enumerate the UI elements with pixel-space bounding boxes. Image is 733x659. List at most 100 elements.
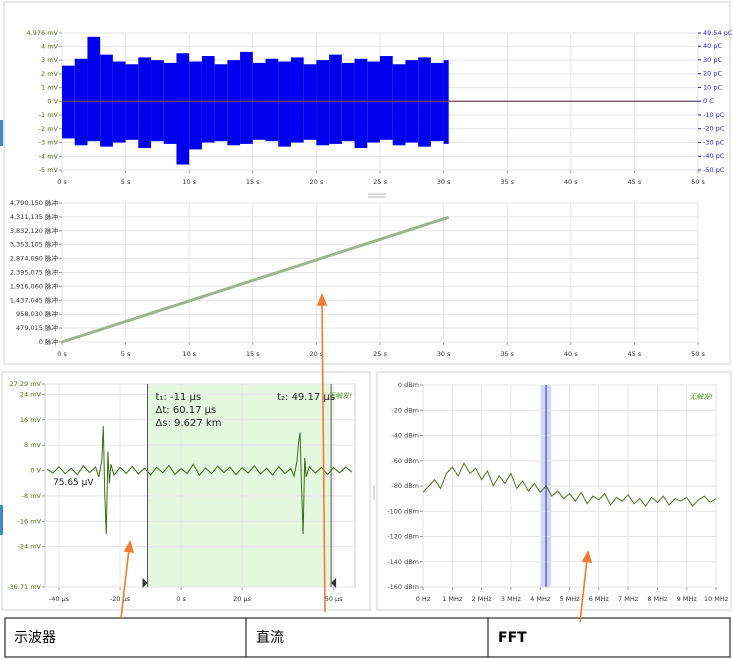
x-tick-label: 30 s	[437, 178, 451, 186]
cursor-annotation: Δt: 60.17 µs	[156, 405, 217, 416]
y-tick-label: -16 mV	[18, 517, 42, 525]
arrow	[579, 558, 588, 623]
signal-envelope	[138, 57, 152, 149]
y2-tick-label: -10 pC	[703, 111, 725, 119]
x-tick-label: 25 s	[373, 178, 387, 186]
x-tick-label: 50 s	[691, 350, 705, 358]
y2-tick-label: -40 pC	[703, 152, 725, 160]
signal-envelope	[201, 56, 215, 143]
y-tick-label: -8 mV	[22, 492, 42, 500]
x-tick-label: 40 s	[564, 178, 578, 186]
x-tick-label: 6 MHz	[589, 595, 610, 603]
x-tick-label: 10 s	[182, 178, 196, 186]
signal-envelope	[380, 56, 393, 140]
signal-envelope	[163, 62, 177, 144]
y-tick-label: 4,311,135 脉冲	[10, 212, 59, 221]
y-tick-label: -36.71 mV	[7, 583, 41, 591]
x-tick-label: 25 s	[373, 350, 387, 358]
x-tick-label: 35 s	[500, 350, 514, 358]
y-tick-label: 0 V	[30, 467, 41, 475]
y-tick-label: -140 dBm	[387, 558, 419, 566]
cursor-handle	[142, 578, 148, 588]
table-cell: FFT	[498, 630, 527, 646]
signal-envelope	[443, 60, 449, 144]
y2-tick-label: -20 pC	[703, 125, 725, 133]
signal-envelope	[214, 64, 228, 142]
signal-envelope	[418, 57, 431, 147]
y-tick-label: 958,030 脉冲	[16, 309, 58, 318]
x-tick-label: 8 MHz	[647, 595, 668, 603]
x-tick-label: 15 s	[246, 350, 260, 358]
x-tick-label: 0 s	[57, 350, 67, 358]
x-tick-label: 5 s	[121, 178, 131, 186]
y-tick-label: 3,353,105 脉冲	[10, 240, 59, 249]
x-tick-label: 9 MHz	[677, 595, 698, 603]
x-tick-label: 20 s	[310, 178, 324, 186]
table-border	[4, 617, 731, 658]
y2-tick-label: 30 pC	[703, 56, 722, 64]
x-tick-label: 35 s	[500, 178, 514, 186]
trigger-status: 无触发!	[328, 392, 352, 400]
x-tick-label: 4 MHz	[530, 595, 551, 603]
signal-envelope	[227, 60, 241, 146]
x-tick-label: 5 MHz	[559, 595, 580, 603]
annotation-arrows	[120, 292, 593, 623]
x-tick-label: 2 MHz	[472, 595, 493, 603]
signal-envelope	[392, 64, 406, 146]
signal-envelope	[87, 36, 101, 142]
y-tick-label: -160 dBm	[387, 583, 419, 591]
series-line	[422, 462, 717, 508]
y2-tick-label: -50 pC	[703, 166, 725, 174]
top-frame	[3, 1, 731, 365]
marker-label: 75.65 µV	[53, 478, 94, 488]
y-tick-label: 2,874,090 脉冲	[10, 254, 59, 263]
x-tick-label: 10 s	[182, 350, 196, 358]
signal-envelope	[176, 53, 190, 165]
y-tick-label: -60 dBm	[391, 457, 419, 465]
cursor-annotation: Δs: 9.627 km	[156, 418, 222, 429]
y2-tick-label: 49.54 pC	[703, 29, 733, 37]
y-tick-label: 0 dBm	[398, 381, 419, 389]
y-tick-label: -1 mV	[39, 111, 59, 119]
y2-tick-label: -30 pC	[703, 138, 725, 146]
signal-envelope	[316, 60, 330, 146]
x-tick-label: 0 s	[176, 595, 186, 603]
x-tick-label: 45 s	[628, 350, 642, 358]
y-tick-label: 1 mV	[41, 84, 59, 92]
side-tab[interactable]	[0, 505, 3, 535]
cursor-label: t₂: 49.17 µs	[277, 392, 335, 403]
arrow-head	[581, 549, 593, 563]
fft-frame	[376, 371, 732, 611]
y2-tick-label: 0 C	[703, 97, 714, 105]
x-tick-label: 45 s	[628, 178, 642, 186]
y-tick-label: -4 mV	[39, 152, 59, 160]
table-cell: 直流	[256, 629, 284, 646]
signal-envelope	[341, 62, 355, 142]
y-tick-label: 2,395,075 脉冲	[10, 268, 59, 277]
y-tick-label: 16 mV	[20, 416, 42, 424]
arrow	[321, 301, 326, 613]
signal-envelope	[290, 57, 304, 143]
y-tick-label: -40 dBm	[391, 432, 419, 440]
y2-tick-label: 10 pC	[703, 83, 722, 91]
y-tick-label: 3 mV	[41, 56, 59, 64]
x-tick-label: -20 µs	[110, 595, 131, 603]
y-tick-label: -3 mV	[39, 139, 59, 147]
side-tab[interactable]	[0, 120, 3, 146]
y-tick-label: -80 dBm	[391, 482, 419, 490]
table-cell: 示波器	[14, 630, 56, 646]
x-tick-label: 15 s	[246, 178, 260, 186]
y-tick-label: 4 mV	[41, 42, 59, 50]
x-tick-label: 20 s	[310, 350, 324, 358]
signal-envelope	[100, 54, 113, 147]
y2-tick-label: 40 pC	[703, 42, 722, 50]
x-tick-label: -40 µs	[49, 595, 70, 603]
y-tick-label: 0 脉冲	[39, 337, 59, 346]
charts: 0 s 5 s 10 s 15 s 20 s 25 s 30 s 35 s 40 s 45 s 50…	[7, 29, 733, 603]
x-tick-label: 20 µs	[233, 595, 251, 603]
signal-envelope	[62, 65, 75, 139]
y-tick-label: 8 mV	[24, 441, 42, 449]
x-tick-label: 0 Hz	[416, 595, 431, 603]
y-tick-label: 479,015 脉冲	[16, 323, 58, 332]
